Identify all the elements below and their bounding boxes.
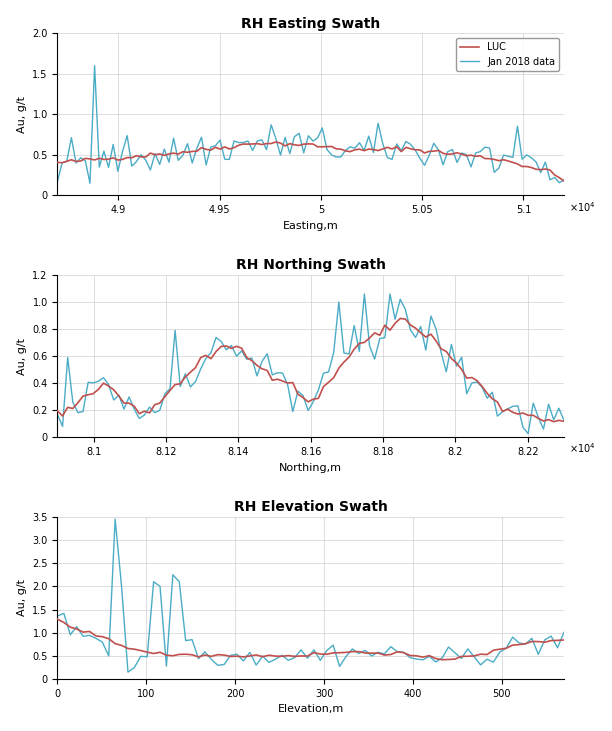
Y-axis label: Au, g/t: Au, g/t <box>17 580 27 616</box>
Title: RH Elevation Swath: RH Elevation Swath <box>234 500 387 515</box>
Text: $\times 10^4$: $\times 10^4$ <box>569 200 595 213</box>
X-axis label: Easting,m: Easting,m <box>283 221 338 231</box>
Y-axis label: Au, g/t: Au, g/t <box>17 338 27 375</box>
Title: RH Easting Swath: RH Easting Swath <box>241 17 380 31</box>
Title: RH Northing Swath: RH Northing Swath <box>236 259 386 273</box>
Legend: LUC, Jan 2018 data: LUC, Jan 2018 data <box>456 38 559 71</box>
Y-axis label: Au, g/t: Au, g/t <box>17 96 27 133</box>
X-axis label: Elevation,m: Elevation,m <box>278 705 344 714</box>
X-axis label: Northing,m: Northing,m <box>279 463 342 472</box>
Text: $\times 10^4$: $\times 10^4$ <box>569 442 595 455</box>
